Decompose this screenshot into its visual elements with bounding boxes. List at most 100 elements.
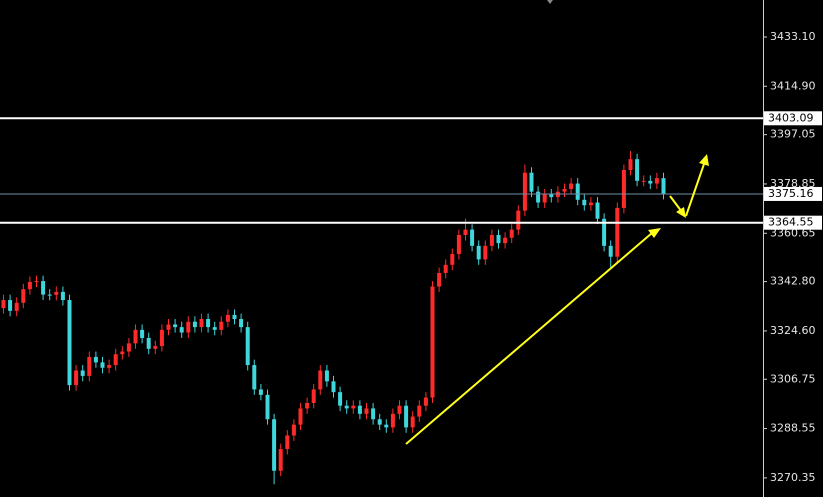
y-tick-label: 3397.05 [770, 128, 816, 141]
annotation-arrows [405, 154, 709, 445]
candle-body [575, 183, 580, 200]
candle-body [595, 202, 600, 219]
candle-body [206, 319, 211, 328]
candle-body [265, 394, 270, 420]
candle-body [351, 405, 356, 409]
candle-body [344, 405, 349, 409]
candle-body [120, 351, 125, 355]
candle-body [166, 324, 171, 330]
candle-body [483, 245, 488, 260]
candle-body [113, 354, 118, 366]
candle-body [278, 449, 283, 471]
candle-body [516, 210, 521, 230]
candle-body [364, 408, 369, 414]
candle-body [67, 300, 72, 386]
candle-body [93, 356, 98, 363]
candle-body [476, 245, 481, 260]
candle-body [331, 381, 336, 393]
candle-body [252, 365, 257, 390]
candle-body [100, 362, 105, 368]
price-level-label: 3403.09 [768, 111, 814, 124]
candle-body [8, 300, 13, 311]
candle-body [272, 419, 277, 471]
price-level-box [764, 186, 822, 201]
candle-body [186, 321, 191, 333]
candle-body [615, 207, 620, 257]
y-tick-label: 3433.10 [770, 30, 816, 43]
candle-body [27, 281, 32, 290]
candle-body [463, 229, 468, 236]
price-level-box [764, 111, 822, 126]
candle-body [225, 314, 230, 322]
candle-body [509, 229, 514, 238]
candle-body [456, 235, 461, 254]
candle-body [635, 159, 640, 181]
arrow-head [699, 154, 709, 166]
candle-body [489, 235, 494, 246]
candle-body [641, 180, 646, 182]
candle-body [621, 170, 626, 208]
candle-body [311, 389, 316, 403]
candle-body [602, 218, 607, 246]
y-tick-label: 3306.75 [770, 372, 816, 385]
candle-body [324, 370, 329, 382]
candle-body [153, 346, 158, 349]
candle-body [338, 392, 343, 406]
candle-body [80, 370, 85, 376]
candle-body [87, 356, 92, 376]
candle-body [239, 319, 244, 328]
candle-body [384, 424, 389, 428]
candle-body [60, 291, 65, 301]
y-tick-label: 3324.60 [770, 324, 816, 337]
candle-body [159, 329, 164, 347]
rise-arrow [685, 163, 705, 217]
candle-body [569, 183, 574, 189]
candle-body [588, 202, 593, 206]
candle-body [258, 389, 263, 395]
candle-body [470, 229, 475, 246]
candle-body [47, 294, 52, 296]
candle-body [503, 237, 508, 244]
candle-body [126, 343, 131, 352]
candle-body [133, 329, 138, 344]
candle-body [298, 408, 303, 425]
candle-body [14, 302, 19, 311]
arrow-head [676, 207, 686, 218]
period-marker [547, 0, 553, 4]
candle-body [377, 419, 382, 425]
candle-body [232, 314, 237, 320]
candle-body [21, 289, 26, 303]
candle-body [397, 405, 402, 414]
candle-body [107, 365, 112, 368]
y-tick-label: 3414.90 [770, 79, 816, 92]
candle-body [245, 327, 250, 366]
candle-body [423, 397, 428, 406]
candle-body [371, 408, 376, 420]
candle-body [529, 172, 534, 192]
arrow-head [648, 228, 661, 238]
candle-body [285, 435, 290, 450]
candle-body [417, 405, 422, 417]
candle-body [192, 321, 197, 328]
candle-body [536, 191, 541, 203]
candle-body [173, 324, 178, 328]
candle-body [219, 321, 224, 330]
y-tick-label: 3288.55 [770, 422, 816, 435]
candle-body [1, 300, 6, 309]
y-tick-label: 3378.85 [770, 177, 816, 190]
candle-body [390, 413, 395, 428]
candle-body [41, 281, 46, 295]
candle-body [404, 405, 409, 428]
candle-body [291, 424, 296, 436]
candle-body [542, 194, 547, 203]
candle-body [430, 286, 435, 398]
candle-body [522, 172, 527, 211]
candle-body [34, 281, 39, 283]
candle-body [74, 370, 79, 386]
candle-body [146, 337, 151, 349]
candle-body [582, 199, 587, 206]
candle-body [654, 178, 659, 184]
